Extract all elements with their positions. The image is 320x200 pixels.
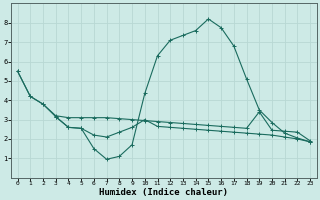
X-axis label: Humidex (Indice chaleur): Humidex (Indice chaleur): [100, 188, 228, 197]
